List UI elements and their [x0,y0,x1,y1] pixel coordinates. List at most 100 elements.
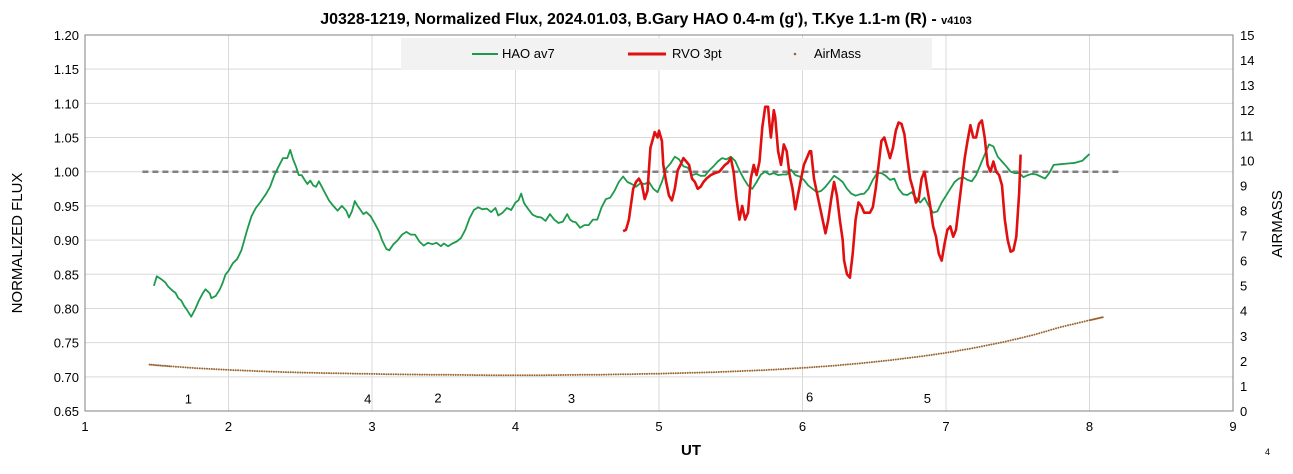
airmass-point [909,356,912,359]
airmass-point [643,372,646,375]
airmass-point [937,352,940,355]
airmass-point [459,373,462,376]
airmass-point [665,372,668,375]
airmass-point [159,364,162,367]
airmass-point [272,370,275,373]
airmass-point [686,371,689,374]
airmass-point [526,374,529,377]
airmass-point [241,369,244,372]
airmass-point [191,366,194,369]
airmass-point [421,373,424,376]
airmass-point [626,373,629,376]
airmass-point [210,368,213,370]
airmass-point [270,370,273,373]
chart-title: J0328-1219, Normalized Flux, 2024.01.03,… [320,11,972,28]
airmass-point [741,370,744,372]
airmass-point [445,373,448,376]
x-axis-ticks: 1 2 3 4 5 6 7 8 9 [81,419,1236,434]
airmass-point [423,373,426,376]
airmass-point [930,353,933,356]
airmass-point [1040,331,1043,334]
y2-tick-label: 3 [1240,329,1247,344]
airmass-point [619,373,622,376]
airmass-point [447,373,450,376]
airmass-point [519,374,522,377]
airmass-point [961,348,964,351]
airmass-point [990,343,993,346]
airmass-point [1014,338,1017,341]
airmass-point [820,365,823,368]
airmass-point [646,372,648,375]
airmass-point [636,373,639,375]
airmass-point [150,363,153,366]
legend-swatch [793,52,797,56]
airmass-point [536,374,538,377]
airmass-point [433,373,436,376]
airmass-point [904,357,907,360]
x-tick-label: 4 [512,419,519,434]
airmass-point [1035,332,1038,335]
airmass-point [471,374,474,376]
airmass-point [670,372,672,375]
airmass-point [662,372,665,375]
airmass-point [588,373,591,376]
legend: HAO av7 RVO 3pt AirMass [401,38,932,70]
airmass-point [760,369,763,372]
airmass-point [490,374,493,377]
airmass-point [968,347,971,350]
airmass-point [318,372,321,374]
annotation-label: 5 [924,391,931,406]
airmass-point [215,368,218,371]
airmass-point [858,362,861,365]
airmass-point [806,366,809,369]
airmass-point [258,370,261,373]
airmass-point [170,365,173,368]
airmass-point [186,366,189,369]
airmass-point [162,364,165,367]
airmass-point [890,359,892,362]
airmass-point [763,369,766,372]
y-tick-label: 0.90 [54,233,79,248]
airmass-point [689,371,692,374]
airmass-point [296,371,299,374]
airmass-point [301,371,304,374]
airmass-point [152,363,155,366]
airmass-point [268,370,271,373]
airmass-point [725,370,727,373]
airmass-point [332,372,335,375]
airmass-point [1000,341,1002,344]
annotation-label: 6 [806,390,813,405]
airmass-point [469,374,472,376]
airmass-point [684,372,687,374]
airmass-point [244,369,247,372]
airmass-point [409,373,412,376]
airmass-point [1028,334,1031,337]
airmass-point [416,373,419,376]
airmass-point [768,368,770,371]
airmass-point [516,374,519,377]
airmass-point [1009,339,1012,342]
airmass-point [674,372,677,375]
airmass-point [818,365,821,368]
y-tick-label: 0.85 [54,267,79,282]
airmass-point [1081,321,1084,323]
airmass-point [366,372,369,375]
airmass-point [866,361,869,364]
airmass-point [540,374,543,377]
y2-tick-label: 6 [1240,254,1247,269]
airmass-point [308,371,311,374]
airmass-point [784,367,787,370]
airmass-point [430,373,433,376]
airmass-point [157,364,160,367]
airmass-point [383,373,385,376]
airmass-point [935,353,938,356]
airmass-point [316,371,318,374]
airmass-point [289,371,292,374]
airmass-point [356,372,359,375]
airmass-point [980,345,983,348]
grid [84,34,1234,412]
series-line-hao-av7 [153,143,1091,318]
airmass-point [1012,338,1014,341]
airmass-point [997,342,1000,344]
airmass-point [557,374,560,376]
